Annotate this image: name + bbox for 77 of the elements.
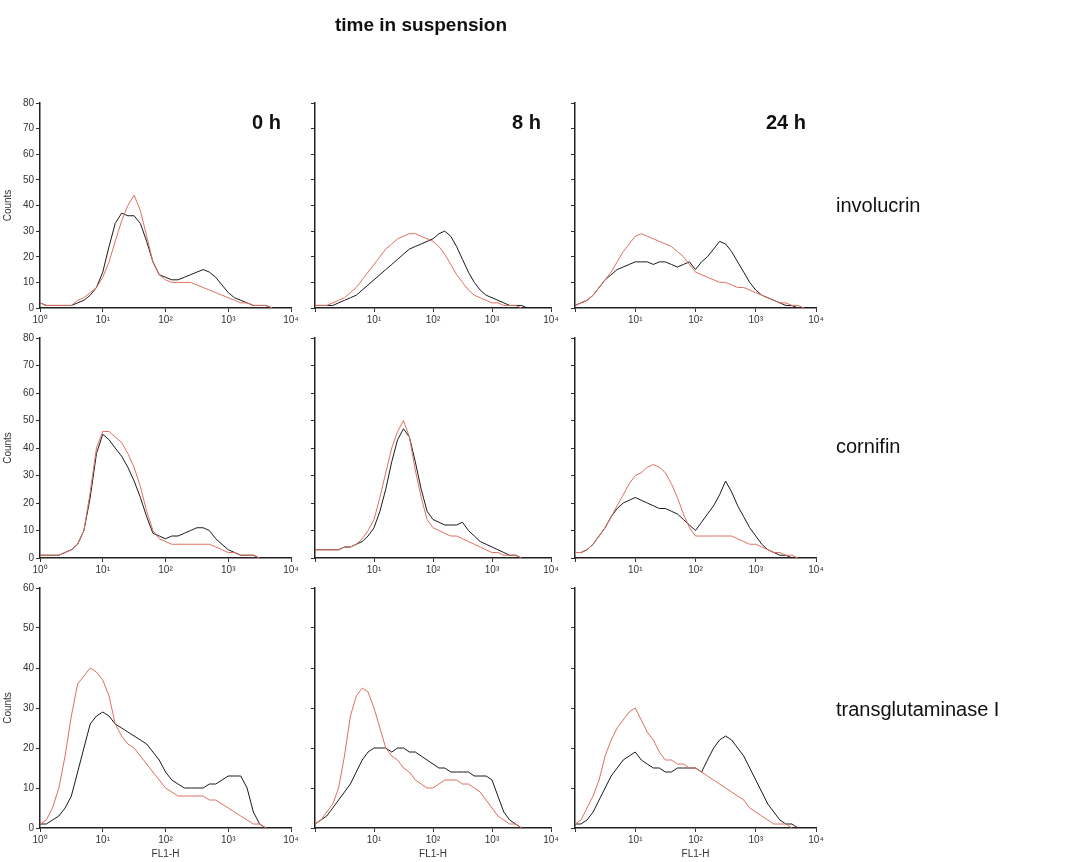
y-tick-label: 70 xyxy=(22,359,35,371)
x-tick-label: 10⁴ xyxy=(283,313,299,325)
y-tick-label: 80 xyxy=(22,331,35,343)
x-axis-title: FL1-H xyxy=(681,847,710,859)
y-tick-label: 30 xyxy=(22,701,35,713)
y-axis-title: Counts xyxy=(1,432,13,464)
x-tick-label: 10³ xyxy=(221,833,237,845)
text: transglutaminase I xyxy=(836,698,1000,722)
x-tick-label: 10¹ xyxy=(628,563,644,575)
x-tick-label: 10¹ xyxy=(366,313,382,325)
x-axis-title: FL1-H xyxy=(419,847,447,859)
x-tick-label: 10² xyxy=(158,563,174,575)
y-tick-label: 40 xyxy=(22,199,35,211)
x-tick-label: 10⁴ xyxy=(543,833,559,845)
x-tick-label: 10³ xyxy=(221,313,237,325)
y-tick-label: 60 xyxy=(22,386,35,398)
x-tick-label: 10¹ xyxy=(366,563,382,575)
x-tick-label: 10³ xyxy=(748,313,764,325)
x-tick-label: 10¹ xyxy=(95,313,111,325)
text: involucrin xyxy=(836,193,921,217)
x-tick-label: 10² xyxy=(425,313,441,325)
x-axis-title: FL1-H xyxy=(151,847,180,859)
y-tick-label: 10 xyxy=(22,524,35,536)
x-tick-label: 10² xyxy=(688,833,704,845)
text: cornifin xyxy=(836,435,901,458)
y-tick-label: 70 xyxy=(22,122,35,134)
x-tick-label: 10³ xyxy=(748,833,764,845)
x-tick-label: 10¹ xyxy=(628,313,644,325)
x-tick-label: 10⁴ xyxy=(808,313,824,325)
x-tick-label: 10¹ xyxy=(366,833,382,845)
y-axis-title: Counts xyxy=(1,692,13,724)
y-tick-label: 10 xyxy=(22,276,35,288)
y-tick-label: 0 xyxy=(28,551,35,563)
x-tick-label: 10⁴ xyxy=(543,563,559,575)
chart-title: 24 h xyxy=(765,110,806,133)
x-tick-label: 10² xyxy=(688,563,704,575)
y-tick-label: 40 xyxy=(22,661,35,673)
y-tick-label: 30 xyxy=(22,469,35,481)
x-tick-label: 10³ xyxy=(484,833,500,845)
x-tick-label: 10² xyxy=(425,833,441,845)
x-tick-label: 10¹ xyxy=(95,563,111,575)
y-tick-label: 0 xyxy=(28,821,35,833)
y-tick-label: 20 xyxy=(22,496,35,508)
y-tick-label: 60 xyxy=(22,148,35,159)
x-tick-label: 10⁰ xyxy=(32,313,48,325)
x-tick-label: 10² xyxy=(688,313,704,325)
y-tick-label: 10 xyxy=(22,781,35,793)
x-tick-label: 10⁴ xyxy=(808,563,824,575)
chart-title: 8 h xyxy=(512,110,541,133)
y-tick-label: 20 xyxy=(22,250,35,262)
y-tick-label: 80 xyxy=(22,96,35,108)
y-axis-title: Counts xyxy=(1,189,13,222)
x-tick-label: 10⁴ xyxy=(543,313,559,325)
x-tick-label: 10² xyxy=(158,833,174,845)
y-tick-label: 60 xyxy=(22,581,35,593)
y-tick-label: 50 xyxy=(22,621,35,633)
text: time in suspension xyxy=(335,14,508,36)
x-tick-label: 10⁰ xyxy=(32,563,48,575)
x-tick-label: 10⁴ xyxy=(283,833,299,845)
x-tick-label: 10³ xyxy=(484,313,500,325)
y-tick-label: 40 xyxy=(22,441,35,453)
y-tick-label: 30 xyxy=(22,224,35,236)
chart-title: 0 h xyxy=(252,110,281,133)
x-tick-label: 10² xyxy=(158,313,174,325)
x-tick-label: 10³ xyxy=(748,563,764,575)
x-tick-label: 10³ xyxy=(484,563,500,575)
y-tick-label: 50 xyxy=(22,173,35,185)
y-tick-label: 50 xyxy=(22,414,35,426)
y-tick-label: 0 xyxy=(28,301,35,313)
x-tick-label: 10¹ xyxy=(95,833,111,845)
x-tick-label: 10² xyxy=(425,563,441,575)
x-tick-label: 10³ xyxy=(221,563,237,575)
x-tick-label: 10⁴ xyxy=(808,833,824,845)
y-tick-label: 20 xyxy=(22,741,35,753)
x-tick-label: 10⁴ xyxy=(283,563,299,575)
x-tick-label: 10¹ xyxy=(628,833,644,845)
x-tick-label: 10⁰ xyxy=(32,833,48,845)
